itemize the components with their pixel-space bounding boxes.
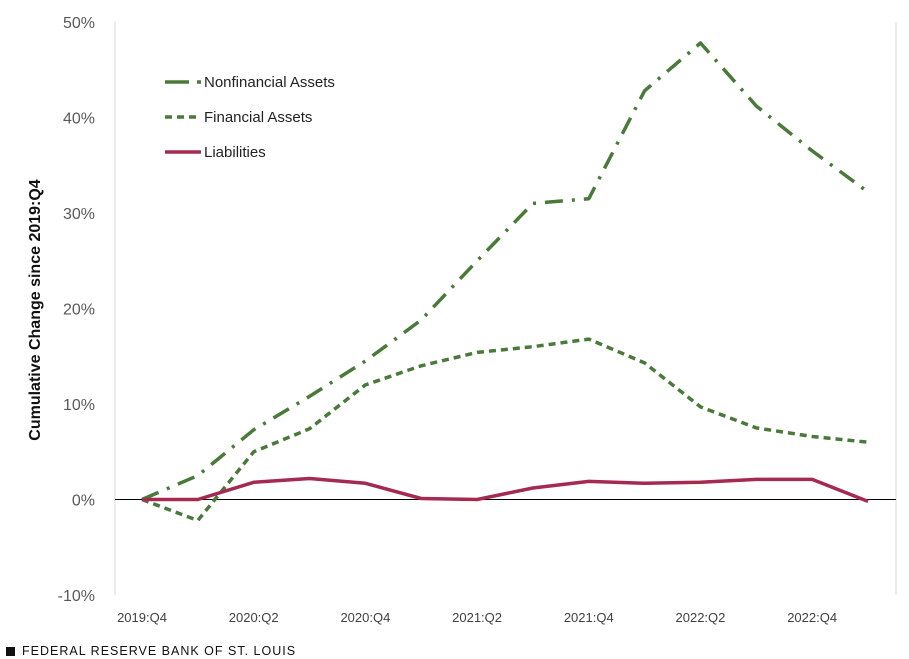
y-tick-label: -10% <box>58 588 95 605</box>
legend: Nonfinancial Assets Financial Assets Liabi… <box>165 74 335 161</box>
x-tick-label: 2020:Q2 <box>229 610 279 625</box>
series-line-2 <box>142 476 869 504</box>
y-tick-label: 10% <box>63 397 95 414</box>
footer-square-icon <box>6 646 15 656</box>
x-tick-label: 2021:Q2 <box>452 610 502 625</box>
legend-label-2: Liabilities <box>204 144 266 161</box>
x-tick-label: 2022:Q2 <box>676 610 726 625</box>
x-axis: 2019:Q4 2020:Q2 2020:Q4 2021:Q2 2021:Q4 2022:… <box>117 610 837 625</box>
y-tick-label: 20% <box>63 302 95 319</box>
y-tick-label: 0% <box>72 493 95 510</box>
y-tick-label: 40% <box>63 111 95 128</box>
y-tick-label: 30% <box>63 206 95 223</box>
y-axis: -10% 0% 10% 20% 30% 40% 50% <box>58 15 897 605</box>
series-lines <box>141 41 870 523</box>
x-tick-label: 2021:Q4 <box>564 610 614 625</box>
legend-label-1: Financial Assets <box>204 109 312 126</box>
footer-source: FEDERAL RESERVE BANK OF ST. LOUIS <box>22 644 297 658</box>
x-tick-label: 2019:Q4 <box>117 610 167 625</box>
y-axis-label: Cumulative Change since 2019:Q4 <box>27 179 44 441</box>
x-tick-label: 2022:Q4 <box>787 610 837 625</box>
series-line-1 <box>141 337 869 523</box>
y-tick-label: 50% <box>63 15 95 32</box>
footer: FEDERAL RESERVE BANK OF ST. LOUIS <box>6 644 296 658</box>
x-tick-label: 2020:Q4 <box>340 610 390 625</box>
legend-label-0: Nonfinancial Assets <box>204 74 335 91</box>
